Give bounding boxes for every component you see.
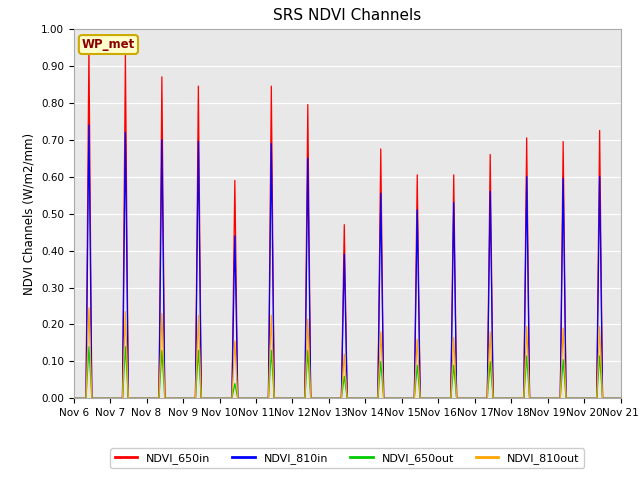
Y-axis label: NDVI Channels (W/m2/mm): NDVI Channels (W/m2/mm) (22, 132, 35, 295)
Legend: NDVI_650in, NDVI_810in, NDVI_650out, NDVI_810out: NDVI_650in, NDVI_810in, NDVI_650out, NDV… (110, 448, 584, 468)
Title: SRS NDVI Channels: SRS NDVI Channels (273, 9, 421, 24)
Text: WP_met: WP_met (82, 38, 135, 51)
